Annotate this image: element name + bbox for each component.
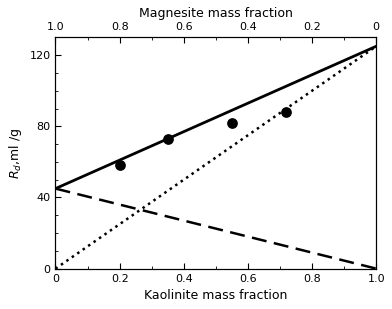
Point (165, 136, 171, 141)
X-axis label: Kaolinite mass fraction: Kaolinite mass fraction (144, 289, 288, 302)
Y-axis label: $R_d$,ml /g: $R_d$,ml /g (7, 127, 24, 179)
Point (229, 120, 235, 125)
Point (283, 110, 290, 115)
Point (116, 163, 123, 168)
X-axis label: Magnesite mass fraction: Magnesite mass fraction (139, 7, 293, 20)
